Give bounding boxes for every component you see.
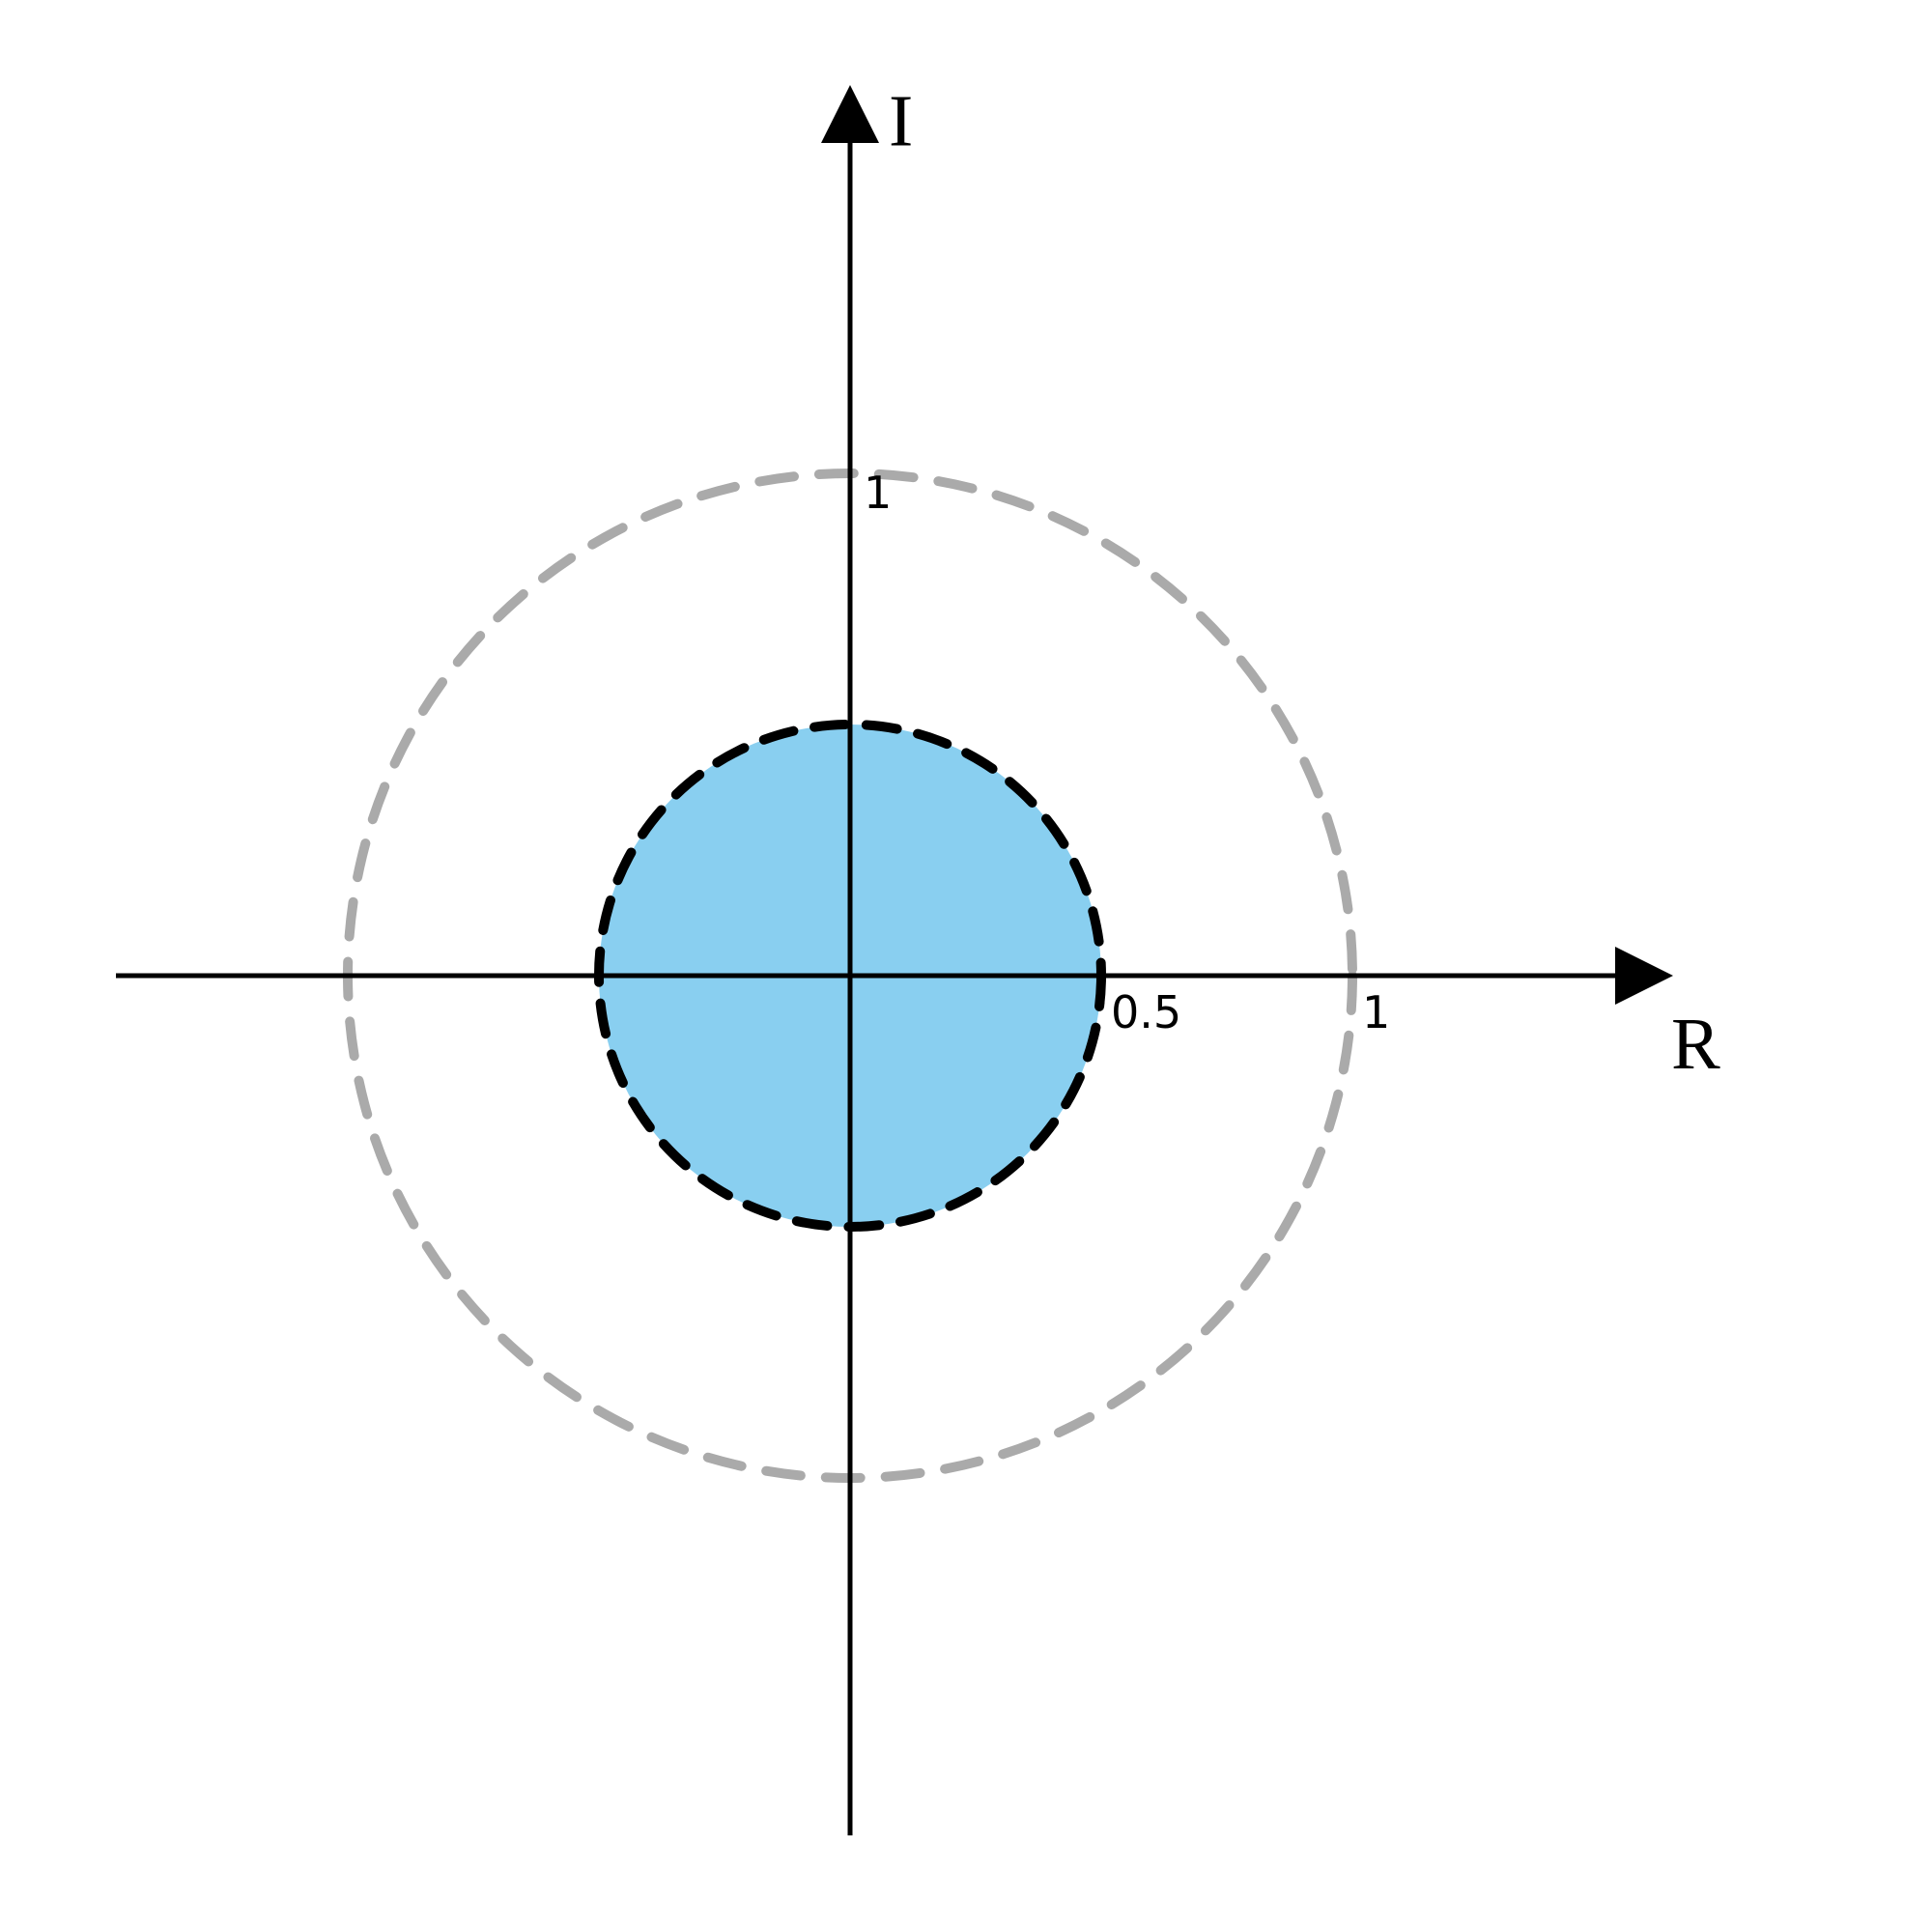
x-tick-label: 0.5 xyxy=(1111,986,1181,1038)
x-axis-label: R xyxy=(1671,1004,1720,1085)
y-tick-label: 1 xyxy=(864,467,892,519)
x-tick-label: 1 xyxy=(1362,986,1390,1038)
y-axis-label: I xyxy=(889,80,913,161)
complex-plane-diagram: 0.5 1 1 R I xyxy=(0,0,1932,1932)
